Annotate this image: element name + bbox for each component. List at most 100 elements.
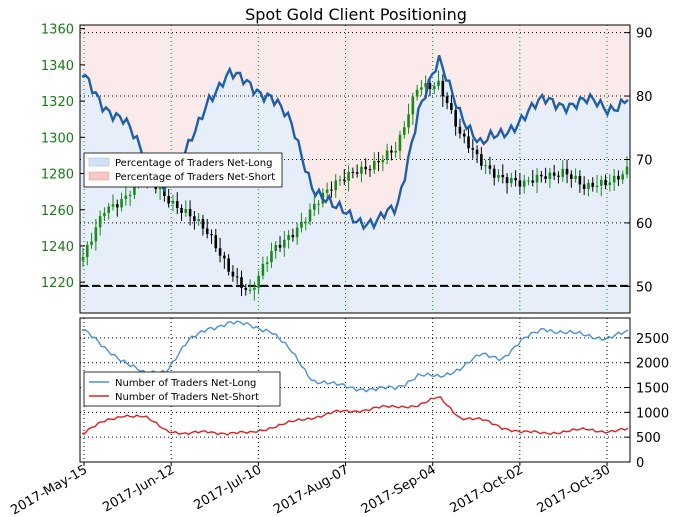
- top-legend: Percentage of Traders Net-Long Percentage…: [83, 152, 283, 188]
- net-short-band: [100, 25, 106, 111]
- net-short-band: [465, 25, 471, 129]
- net-long-band: [570, 105, 576, 313]
- candle-body: [291, 235, 295, 238]
- net-long-band: [135, 138, 141, 313]
- net-short-band: [555, 25, 561, 111]
- candle-body: [625, 166, 629, 175]
- candle-body: [510, 177, 513, 184]
- trader-count-axis: 0 500 1000 1500 2000 2500: [625, 332, 669, 471]
- net-short-band: [365, 25, 371, 221]
- candle-body: [398, 134, 402, 151]
- date-tick-label: 2017-Sep-04: [359, 462, 439, 517]
- net-long-band: [370, 215, 376, 313]
- candle-body: [261, 263, 265, 276]
- legend-box: [83, 371, 281, 407]
- candle-body: [497, 174, 500, 178]
- candle-body: [218, 248, 222, 256]
- count-tick-label: 0: [636, 456, 644, 471]
- candle-body: [621, 174, 625, 180]
- pct-tick-label: 50: [636, 280, 653, 295]
- net-short-band: [405, 25, 411, 164]
- net-long-band: [420, 98, 426, 313]
- candle-body: [505, 177, 509, 184]
- net-short-band: [245, 25, 251, 90]
- candle-body: [248, 289, 252, 291]
- candle-body: [587, 182, 590, 190]
- candle-body: [612, 175, 616, 183]
- candle-body: [244, 287, 248, 290]
- net-long-band: [600, 110, 606, 313]
- candle-body: [274, 244, 278, 252]
- net-short-band: [485, 25, 491, 147]
- candle-body: [287, 235, 290, 240]
- net-short-band: [225, 25, 231, 72]
- net-long-band: [240, 79, 246, 313]
- top-frame: [79, 24, 631, 314]
- net-long-band: [290, 128, 296, 313]
- candle-body: [548, 172, 552, 179]
- candle-body: [475, 149, 479, 155]
- net-short-band: [500, 25, 506, 132]
- net-short-band: [165, 25, 171, 183]
- net-long-band: [575, 96, 581, 313]
- candle-body: [81, 257, 85, 261]
- net-long-band: [245, 89, 251, 313]
- net-short-band: [85, 25, 91, 88]
- net-short-band: [395, 25, 401, 217]
- net-long-band: [365, 220, 371, 313]
- net-short-band: [360, 25, 366, 213]
- candle-body: [574, 175, 577, 179]
- net-long-band: [255, 87, 261, 313]
- net-short-band: [475, 25, 481, 141]
- top-panel: 1220 1240 1260 1280 1300 1320 1340 1360 50 60 70 8…: [41, 23, 653, 314]
- net-short-band: [390, 25, 396, 216]
- legend-label: Number of Traders Net-Long: [115, 378, 256, 389]
- date-tick-label: 2017-Jul-10: [192, 462, 265, 513]
- legend-box: [83, 152, 283, 188]
- candle-body: [561, 168, 565, 177]
- candle-body: [381, 159, 385, 163]
- candle-body: [595, 185, 599, 187]
- bottom-frame: [79, 317, 631, 463]
- date-tick-label: 2017-Aug-07: [271, 462, 351, 517]
- net-short-band: [200, 25, 206, 111]
- candle-body: [484, 165, 487, 167]
- net-long-band: [480, 152, 486, 313]
- net-short-band: [300, 25, 306, 150]
- net-long-band: [130, 137, 136, 313]
- net-long-band: [495, 138, 501, 313]
- net-long-band: [160, 185, 166, 313]
- net-long-band: [115, 122, 121, 314]
- net-long-band: [250, 91, 256, 314]
- net-long-band: [360, 212, 366, 313]
- candle-body: [364, 166, 368, 170]
- net-short-band: [90, 25, 96, 91]
- gold-tick-label: 1300: [41, 131, 74, 146]
- net-short-band: [240, 25, 246, 80]
- net-long-band: [470, 138, 476, 313]
- net-short-band: [580, 25, 586, 96]
- net-long-band: [335, 219, 341, 313]
- net-short-band: [460, 25, 466, 111]
- net-short-band: [285, 25, 291, 112]
- net-long-band: [80, 71, 86, 313]
- date-tick-label: 2017-Jun-12: [100, 462, 177, 515]
- net-short-band: [530, 25, 536, 110]
- net-long-band: [515, 115, 521, 313]
- net-long-band: [450, 93, 456, 313]
- candle-body: [368, 169, 372, 171]
- net-long-band: [530, 109, 536, 313]
- candle-body: [270, 251, 273, 263]
- candle-body: [103, 212, 106, 217]
- candle-body: [591, 182, 595, 187]
- candle-body: [197, 219, 200, 222]
- net-long-band: [565, 100, 571, 313]
- net-short-band: [185, 25, 191, 157]
- candle-body: [527, 180, 530, 182]
- candle-body: [458, 126, 462, 134]
- net-long-band: [410, 141, 416, 313]
- net-long-band: [235, 83, 241, 313]
- candle-body: [283, 239, 286, 248]
- net-short-band: [150, 25, 156, 163]
- net-long-band: [620, 99, 626, 313]
